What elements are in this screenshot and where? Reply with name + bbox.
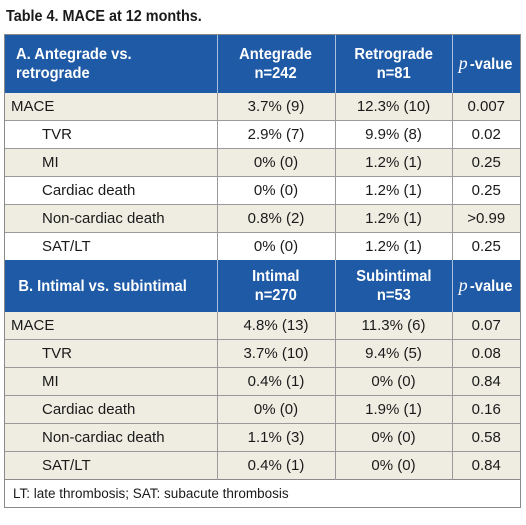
p-value: 0.25 (452, 232, 520, 260)
row-label: SAT/LT (5, 232, 218, 260)
row-label: SAT/LT (5, 451, 218, 480)
retrograde-value: 1.2% (1) (335, 148, 453, 177)
table-row: MACE 3.7% (9) 12.3% (10) 0.007 (5, 93, 520, 121)
p-value: 0.25 (452, 148, 520, 177)
intimal-value: 4.8% (13) (217, 312, 336, 340)
p-value: 0.84 (452, 451, 520, 480)
subintimal-value: 0% (0) (335, 451, 453, 480)
table-row: TVR 3.7% (10) 9.4% (5) 0.08 (5, 339, 520, 368)
intimal-value: 0% (0) (217, 395, 336, 424)
table-row: SAT/LT 0% (0) 1.2% (1) 0.25 (5, 232, 520, 260)
retrograde-value: 1.2% (1) (335, 232, 453, 260)
intimal-value: 0.4% (1) (217, 367, 336, 396)
p-value: 0.58 (452, 423, 520, 452)
footnote-row: LT: late thrombosis; SAT: subacute throm… (5, 479, 520, 507)
table-row: Non-cardiac death 1.1% (3) 0% (0) 0.58 (5, 423, 520, 452)
mace-table: A. Antegrade vs. retrograde Antegrade n=24… (4, 34, 521, 508)
row-label: MI (5, 367, 218, 396)
section-b-rows: MACE 4.8% (13) 11.3% (6) 0.07 TVR 3.7% (… (5, 312, 520, 480)
row-label: Cardiac death (5, 176, 218, 205)
p-value: >0.99 (452, 204, 520, 233)
p-value: 0.84 (452, 367, 520, 396)
footnote: LT: late thrombosis; SAT: subacute throm… (5, 479, 520, 507)
subintimal-header: Subintimal n=53 (335, 260, 453, 312)
p-value: 0.16 (452, 395, 520, 424)
row-label: MACE (5, 312, 218, 340)
antegrade-value: 0% (0) (217, 148, 336, 177)
table-row: SAT/LT 0.4% (1) 0% (0) 0.84 (5, 451, 520, 480)
subintimal-value: 0% (0) (335, 423, 453, 452)
subintimal-value: 9.4% (5) (335, 339, 453, 368)
retrograde-value: 9.9% (8) (335, 120, 453, 149)
antegrade-value: 3.7% (9) (217, 93, 336, 121)
antegrade-header: Antegrade n=242 (217, 35, 336, 93)
section-b-label: B. Intimal vs. subintimal (5, 260, 218, 312)
p-value: 0.07 (452, 312, 520, 340)
row-label: TVR (5, 339, 218, 368)
p-value: 0.08 (452, 339, 520, 368)
p-value: 0.02 (452, 120, 520, 149)
p-value: 0.25 (452, 176, 520, 205)
table-row: MACE 4.8% (13) 11.3% (6) 0.07 (5, 312, 520, 340)
pvalue-header: p -value (452, 260, 520, 312)
intimal-value: 1.1% (3) (217, 423, 336, 452)
table-row: Cardiac death 0% (0) 1.9% (1) 0.16 (5, 395, 520, 424)
table-row: Cardiac death 0% (0) 1.2% (1) 0.25 (5, 176, 520, 205)
row-label: Cardiac death (5, 395, 218, 424)
retrograde-value: 1.2% (1) (335, 176, 453, 205)
antegrade-value: 2.9% (7) (217, 120, 336, 149)
section-a-rows: MACE 3.7% (9) 12.3% (10) 0.007 TVR 2.9% … (5, 93, 520, 260)
p-value: 0.007 (452, 93, 520, 121)
section-a-label: A. Antegrade vs. retrograde (5, 35, 218, 93)
intimal-header: Intimal n=270 (217, 260, 336, 312)
row-label: Non-cardiac death (5, 423, 218, 452)
row-label: Non-cardiac death (5, 204, 218, 233)
retrograde-header: Retrograde n=81 (335, 35, 453, 93)
subintimal-value: 1.9% (1) (335, 395, 453, 424)
subintimal-value: 11.3% (6) (335, 312, 453, 340)
subintimal-value: 0% (0) (335, 367, 453, 396)
table-row: Non-cardiac death 0.8% (2) 1.2% (1) >0.9… (5, 204, 520, 233)
table-title: Table 4. MACE at 12 months. (6, 8, 202, 25)
section-a-header: A. Antegrade vs. retrograde Antegrade n=24… (5, 35, 520, 93)
row-label: TVR (5, 120, 218, 149)
intimal-value: 0.4% (1) (217, 451, 336, 480)
table-row: TVR 2.9% (7) 9.9% (8) 0.02 (5, 120, 520, 149)
intimal-value: 3.7% (10) (217, 339, 336, 368)
retrograde-value: 12.3% (10) (335, 93, 453, 121)
antegrade-value: 0% (0) (217, 232, 336, 260)
antegrade-value: 0% (0) (217, 176, 336, 205)
retrograde-value: 1.2% (1) (335, 204, 453, 233)
section-b-header: B. Intimal vs. subintimal Intimal n=270 S… (5, 260, 520, 312)
row-label: MI (5, 148, 218, 177)
table-row: MI 0.4% (1) 0% (0) 0.84 (5, 367, 520, 396)
table-row: MI 0% (0) 1.2% (1) 0.25 (5, 148, 520, 177)
pvalue-header: p -value (452, 35, 520, 93)
row-label: MACE (5, 93, 218, 121)
antegrade-value: 0.8% (2) (217, 204, 336, 233)
